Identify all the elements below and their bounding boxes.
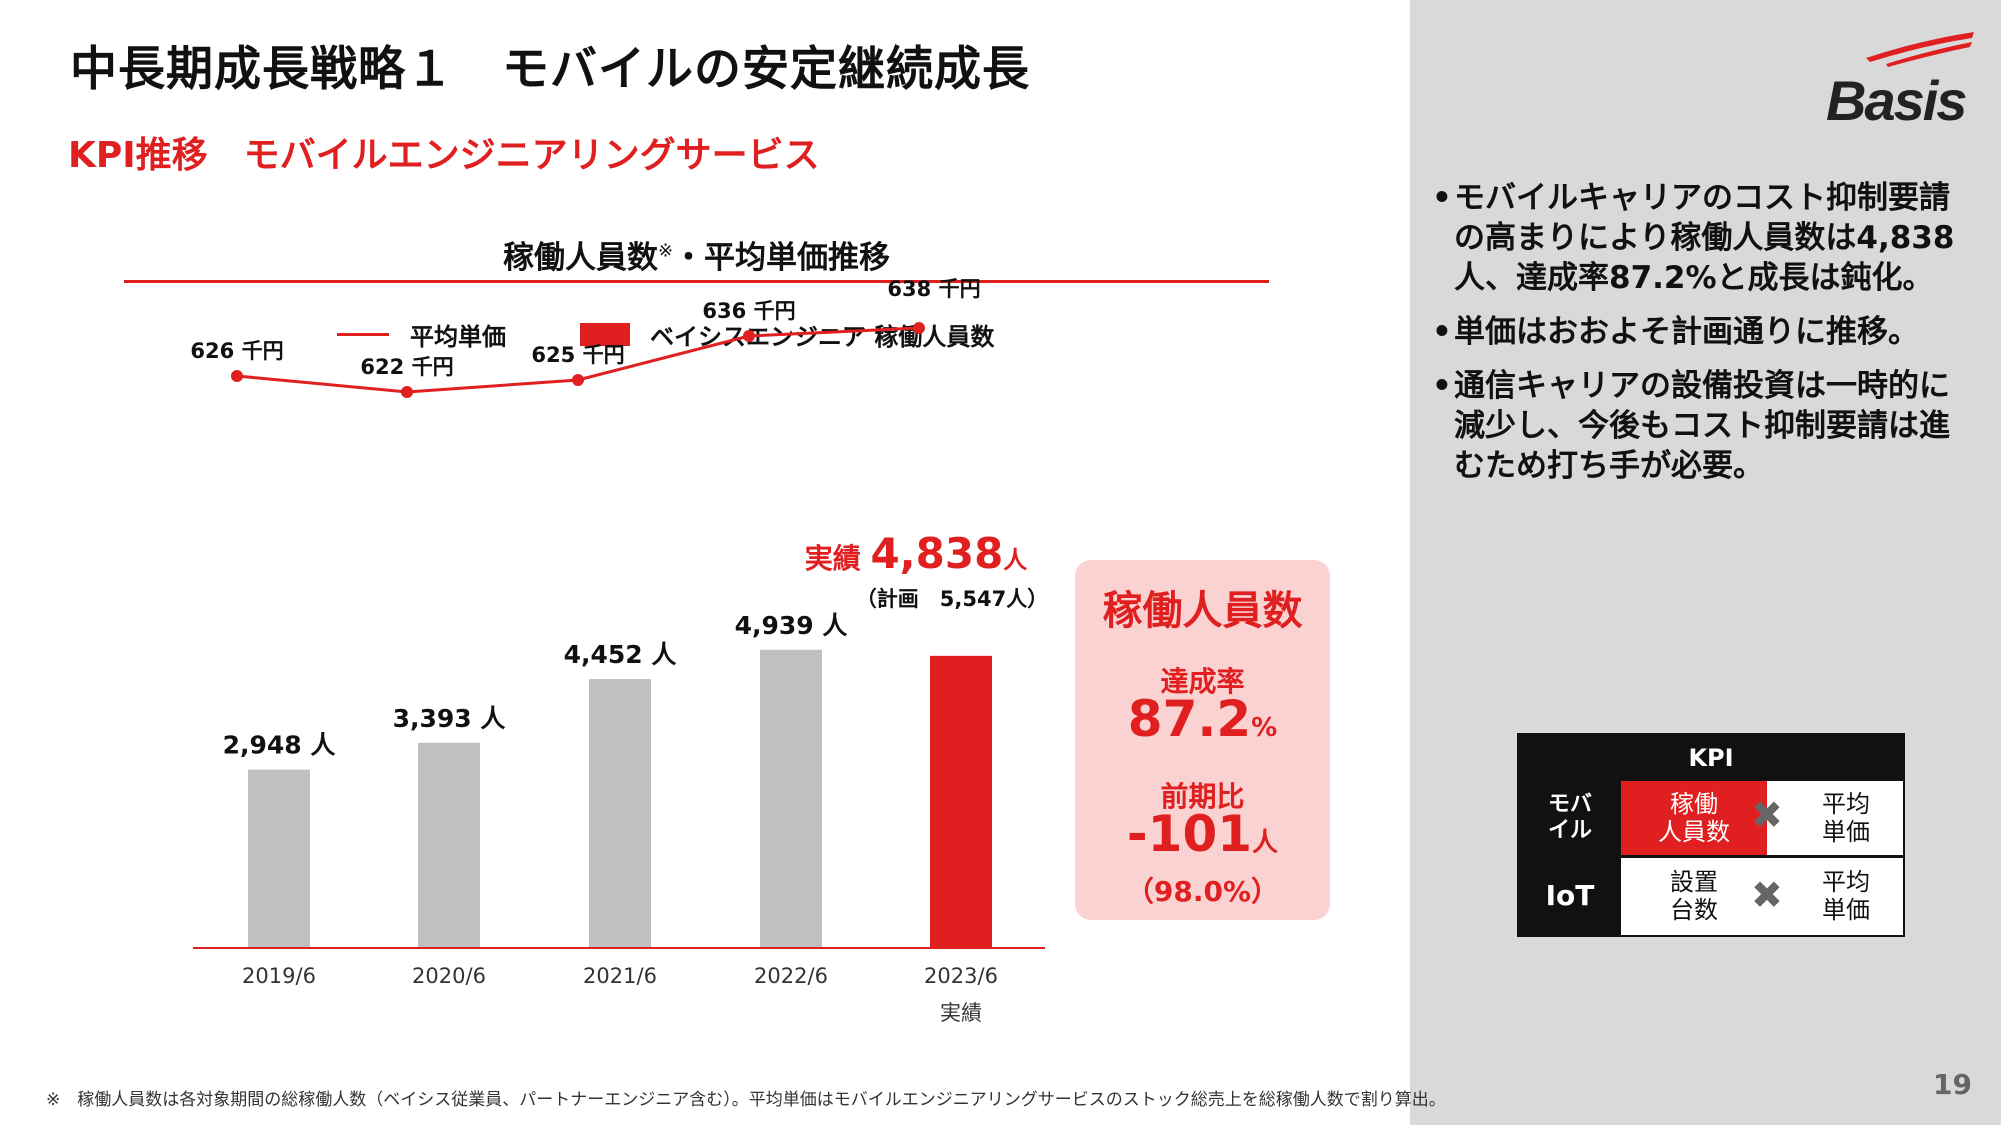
x-tick-label: 2023/6 (924, 964, 998, 988)
line-point (572, 374, 584, 386)
combo-chart: 2,948 人 3,393 人 4,452 人 4,939 人 2019/6 2020/6… (190, 277, 1048, 1025)
x-tick-label: 2022/6 (754, 964, 828, 988)
times-icon: ✖ (1751, 793, 1783, 837)
kpi-cell-mobile-headcount: 稼働 人員数 (1621, 781, 1767, 855)
yoy-label: 前期比 (1160, 780, 1245, 813)
bar-2020/6 (418, 742, 480, 947)
line-point (231, 370, 243, 382)
x-tick-label: 2019/6 (242, 964, 316, 988)
yoy-unit: 人 (1252, 828, 1279, 858)
chart-title-footnote-mark: ※ (657, 240, 674, 262)
kpi-box-title: 稼働人員数 (1102, 588, 1303, 634)
bar-2019/6 (248, 769, 310, 947)
legend-line-swatch (337, 333, 389, 336)
chart-title-rule (124, 280, 1269, 283)
actual-annotation: 実績 4,838人 (805, 529, 1028, 578)
basis-logo: Basis (1826, 69, 1967, 132)
line-data-label: 622 千円 (360, 355, 453, 379)
bar-data-label: 2,948 人 (223, 731, 336, 760)
bar-2022/6 (760, 649, 822, 947)
page-subtitle: KPI推移 モバイルエンジニアリングサービス (68, 135, 820, 176)
yoy-value: -101人 (1075, 805, 1330, 863)
kpi-cell-iot-installations: 設置 台数 (1670, 867, 1718, 924)
achievement-rate-unit: % (1251, 713, 1278, 743)
bullet-list: モバイルキャリアのコスト抑制要請の高まりにより稼働人員数は4,838人、達成率8… (1432, 178, 1972, 500)
x-tick-sublabel: 実績 (940, 1001, 982, 1025)
bar-data-label: 3,393 人 (393, 704, 506, 733)
legend-line-label: 平均単価 (410, 323, 506, 351)
bar-2021/6 (589, 679, 651, 947)
line-data-label: 626 千円 (190, 339, 283, 363)
bar-data-label: 4,939 人 (735, 611, 848, 640)
kpi-row-label-mobile: モバ イル (1519, 781, 1621, 855)
achievement-rate-value: 87.2% (1075, 690, 1330, 748)
basis-logo-swoosh-icon (1866, 32, 1974, 67)
right-panel (1410, 0, 2001, 1125)
bar-data-label: 4,452 人 (564, 640, 677, 669)
yoy-number: -101 (1126, 805, 1253, 863)
line-point (401, 386, 413, 398)
x-tick-label: 2021/6 (583, 964, 657, 988)
line-data-label: 625 千円 (531, 343, 624, 367)
kpi-row-label-iot: IoT (1519, 855, 1621, 935)
bullet-item: 通信キャリアの設備投資は一時的に減少し、今後もコスト抑制要請は進むため打ち手が必… (1432, 366, 1972, 486)
kpi-table-divider (1621, 855, 1903, 858)
chart-title: 稼働人員数※・平均単価推移 (124, 232, 1269, 277)
legend-bar-swatch (580, 323, 630, 346)
kpi-summary-box: 稼働人員数 達成率 87.2% 前期比 -101人 （98.0%） (1075, 560, 1330, 920)
plan-annotation: （計画 5,547人） (856, 587, 1048, 611)
times-icon: ✖ (1751, 873, 1783, 917)
footnote: ※ 稼働人員数は各対象期間の総稼働人数（ベイシス従業員、パートナーエンジニア含む… (46, 1090, 1446, 1110)
chart-title-main: 稼働人員数 (502, 240, 658, 276)
line-point (913, 322, 925, 334)
kpi-table-header: KPI (1519, 735, 1903, 781)
x-tick-label: 2020/6 (412, 964, 486, 988)
line-point (743, 330, 755, 342)
page-number: 19 (1933, 1068, 1972, 1101)
kpi-cell-mobile-unit-price: 平均 単価 (1822, 790, 1870, 846)
bullet-item: 単価はおおよそ計画通りに推移。 (1432, 312, 1972, 352)
chart-title-rest: ・平均単価推移 (673, 240, 891, 276)
bullet-item: モバイルキャリアのコスト抑制要請の高まりにより稼働人員数は4,838人、達成率8… (1432, 178, 1972, 298)
kpi-table: KPI モバ イル 稼働 人員数 ✖ 平均 単価 IoT 設置 台数 ✖ 平均 … (1517, 733, 1905, 937)
line-data-label: 636 千円 (702, 299, 795, 323)
yoy-percent: （98.0%） (1125, 875, 1280, 908)
achievement-rate-label: 達成率 (1160, 665, 1245, 698)
kpi-cell-iot-unit-price: 平均 単価 (1822, 867, 1870, 924)
line-data-label: 638 千円 (887, 277, 980, 301)
bar-2023/6 (930, 655, 992, 947)
page-title: 中長期成長戦略１ モバイルの安定継続成長 (70, 42, 1030, 97)
achievement-rate-number: 87.2 (1127, 690, 1252, 748)
